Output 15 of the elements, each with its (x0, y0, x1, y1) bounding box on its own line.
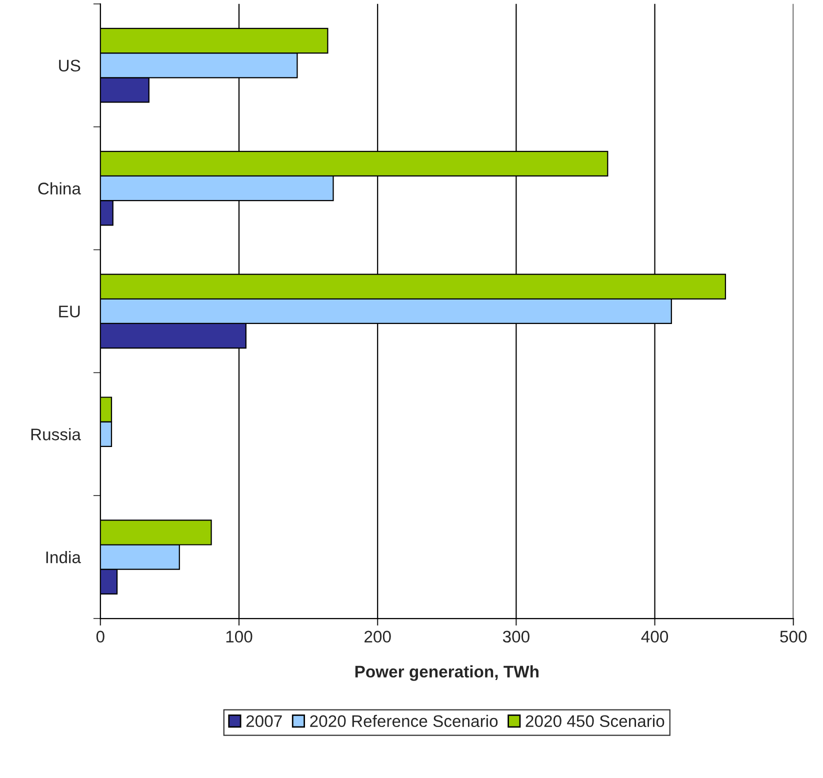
y-tick-label: India (46, 551, 81, 564)
x-tick-label: 500 (780, 630, 807, 643)
y-tick-label: China (38, 182, 81, 194)
x-tick-label: 100 (226, 630, 252, 643)
y-tick-label: Russia (31, 428, 81, 440)
x-tick-label: 300 (502, 630, 530, 643)
x-tick-label: 0 (96, 630, 104, 643)
y-tick-label: US (59, 60, 80, 72)
legend-label: 2020 Reference Scenario (310, 714, 498, 728)
x-tick-label: 400 (641, 630, 668, 643)
x-axis-title: Power generation, TWh (355, 665, 538, 681)
legend-label: 2007 (246, 715, 282, 728)
y-tick-label: EU (59, 306, 80, 318)
legend-label: 2020 450 Scenario (526, 714, 664, 728)
x-tick-label: 200 (364, 630, 391, 643)
